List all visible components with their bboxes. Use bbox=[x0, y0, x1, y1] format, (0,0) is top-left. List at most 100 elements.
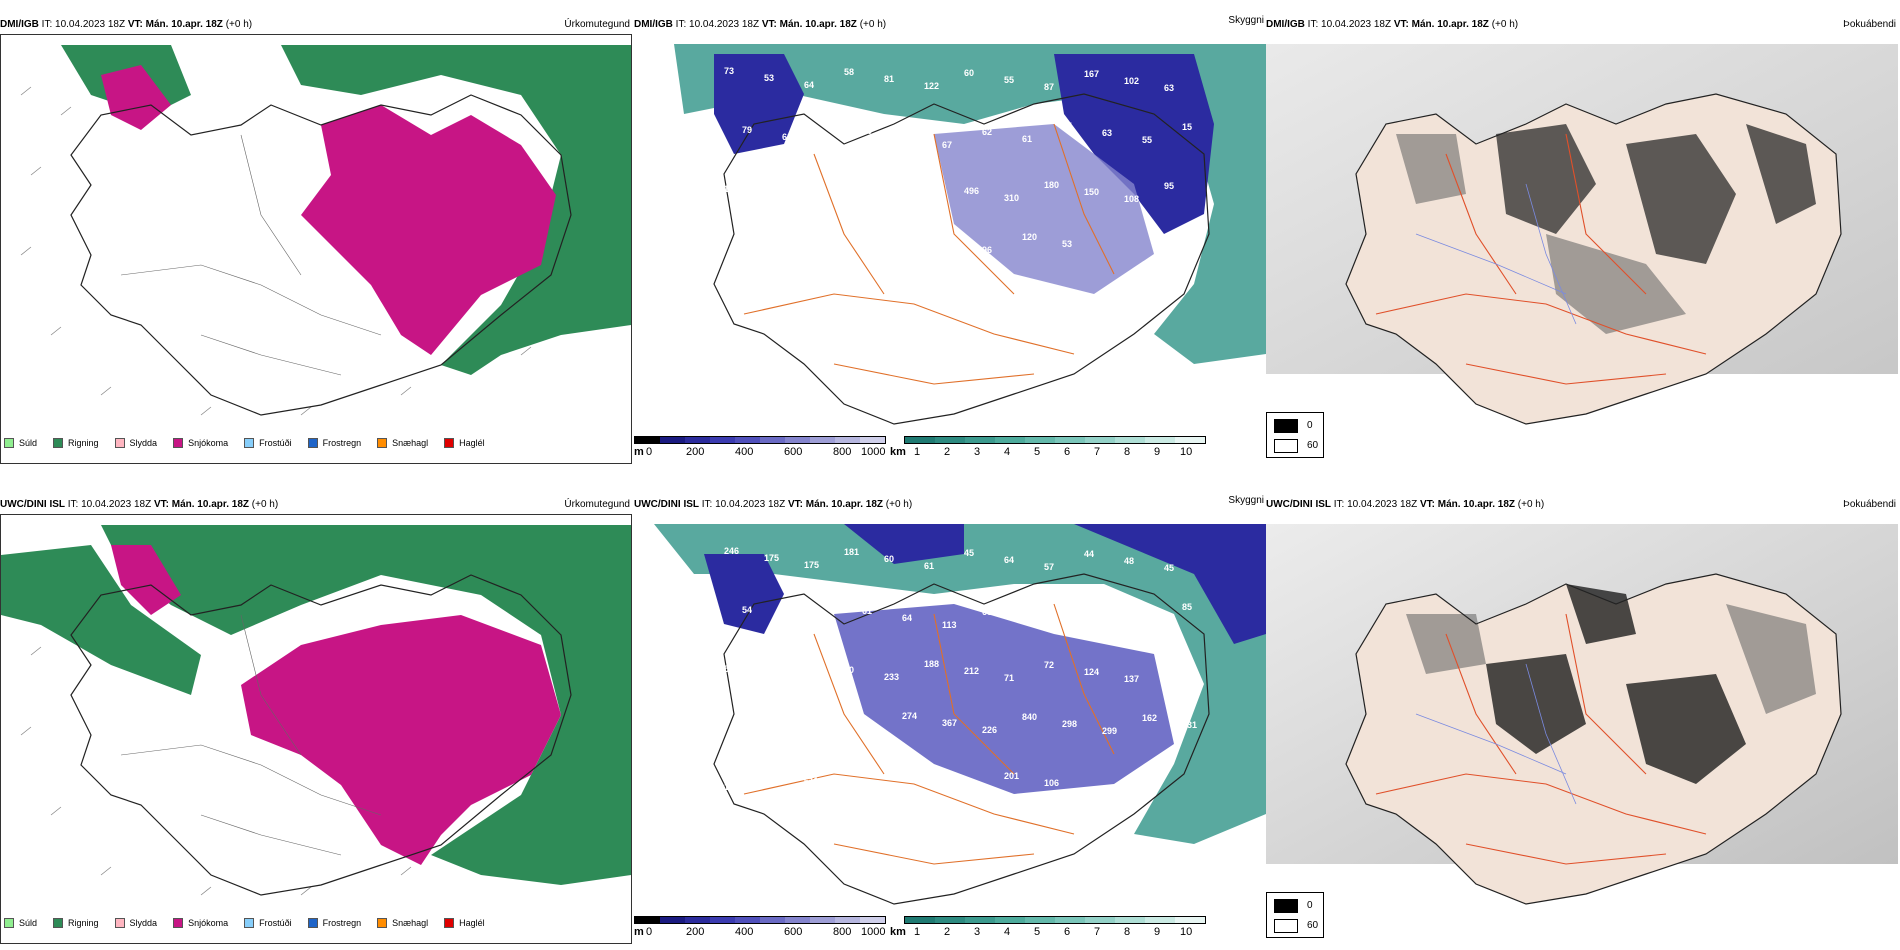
visibility-value-label: 102 bbox=[1124, 76, 1139, 86]
visibility-value-label: 274 bbox=[902, 711, 917, 721]
visibility-value-label: 310 bbox=[1004, 193, 1019, 203]
tick-km-4: 4 bbox=[1004, 446, 1011, 458]
forecast-offset: (+0 h) bbox=[225, 19, 253, 30]
snow-area-nw bbox=[111, 545, 181, 615]
visibility-value-label: 53 bbox=[724, 664, 734, 674]
swatch-sudl bbox=[4, 438, 14, 448]
visibility-value-label: 50 bbox=[902, 133, 912, 143]
visibility-value-label: 50 bbox=[862, 126, 872, 136]
fog-panel-bottom: UWC/DINI ISL IT: 10.04.2023 18Z VT: Mán.… bbox=[1266, 496, 1898, 944]
precip-map-canvas bbox=[1, 35, 631, 463]
legend-label: Rigning bbox=[68, 918, 99, 928]
fog-map[interactable] bbox=[1266, 514, 1898, 914]
it-label: IT: bbox=[675, 19, 687, 30]
colorbar-step bbox=[935, 917, 965, 923]
visibility-value-label: 212 bbox=[964, 666, 979, 676]
visibility-value-label: 520 bbox=[822, 237, 837, 247]
vt-label: VT: bbox=[1393, 19, 1409, 30]
visibility-value-label: 79 bbox=[742, 125, 752, 135]
swatch-rigning bbox=[53, 918, 64, 928]
swatch-snaehagl bbox=[377, 918, 388, 928]
visibility-value-label: 132 bbox=[724, 184, 739, 194]
colorbar-step bbox=[1175, 917, 1205, 923]
swatch-snjokoma bbox=[173, 918, 184, 928]
swatch-haglel bbox=[444, 918, 455, 928]
low-vis-nw bbox=[714, 54, 804, 154]
legend-item-sudl: Súld bbox=[4, 918, 37, 928]
precip-panel-top: DMI/IGB IT: 10.04.2023 18Z VT: Mán. 10.a… bbox=[0, 16, 632, 464]
visibility-value-label: 255 bbox=[1164, 661, 1179, 671]
visibility-value-label: 28 bbox=[804, 178, 814, 188]
visibility-value-label: 162 bbox=[1142, 713, 1157, 723]
visibility-value-label: 55 bbox=[1142, 135, 1152, 145]
iceland-coastline bbox=[713, 573, 1210, 905]
it-value: 10.04.2023 18Z bbox=[1347, 499, 1418, 510]
visibility-colorbar-m: m 0 200 400 600 800 1000 bbox=[634, 436, 886, 464]
visibility-value-label: 64 bbox=[1004, 555, 1014, 565]
visibility-value-label: 53 bbox=[764, 73, 774, 83]
visibility-colorbar-m: m 0 200 400 600 800 1000 bbox=[634, 916, 886, 944]
colorbar-km-strip bbox=[904, 436, 1206, 444]
legend-item-snaehagl: Snæhagl bbox=[377, 918, 428, 928]
legend-label: Frostúði bbox=[259, 438, 292, 448]
tick-m-200: 200 bbox=[686, 446, 705, 458]
legend-item-frostregn: Frostregn bbox=[307, 918, 361, 928]
precip-map[interactable] bbox=[0, 34, 632, 464]
tick-km-5: 5 bbox=[1034, 446, 1041, 458]
colorbar-step bbox=[995, 437, 1025, 443]
tick-m-1000: 1000 bbox=[861, 926, 886, 938]
colorbar-step bbox=[810, 917, 835, 923]
visibility-map[interactable]: 73 53 64 58 81 122 60 55 87 167 102 63 79 61 53 50 50 67 6… bbox=[634, 34, 1266, 434]
forecast-offset: (+0 h) bbox=[1491, 19, 1519, 30]
vt-value: Mán. 10.apr. 18Z bbox=[1411, 19, 1489, 30]
roads bbox=[120, 614, 382, 856]
vt-value: Mán. 10.apr. 18Z bbox=[171, 499, 250, 510]
fog-swatch-dark bbox=[1274, 899, 1298, 913]
swatch-haglel bbox=[444, 438, 455, 448]
colorbar-km-unit: km bbox=[890, 926, 906, 938]
legend-label: Súld bbox=[19, 918, 38, 928]
swatch-slydda bbox=[114, 438, 125, 448]
tick-km-4: 4 bbox=[1004, 926, 1011, 938]
vt-value: Mán. 10.apr. 18Z bbox=[805, 499, 884, 510]
iceland-coastline bbox=[713, 93, 1210, 425]
rivers bbox=[1415, 663, 1577, 805]
tick-km-7: 7 bbox=[1094, 926, 1101, 938]
colorbar-step bbox=[710, 917, 735, 923]
tick-km-9: 9 bbox=[1154, 926, 1161, 938]
fog-map-canvas bbox=[1266, 34, 1898, 434]
visibility-value-label: 175 bbox=[804, 560, 819, 570]
visibility-value-label: 87 bbox=[1044, 82, 1054, 92]
visibility-value-label: 67 bbox=[942, 140, 952, 150]
model-name: UWC/DINI ISL bbox=[634, 499, 699, 510]
visibility-value-label: 60 bbox=[964, 68, 974, 78]
panel-title: Úrkomutegund bbox=[564, 499, 630, 510]
precip-panel-bottom: UWC/DINI ISL IT: 10.04.2023 18Z VT: Mán.… bbox=[0, 496, 632, 944]
colorbar-step bbox=[995, 917, 1025, 923]
colorbar-step bbox=[760, 437, 785, 443]
colorbar-km-strip bbox=[904, 916, 1206, 924]
panel-header: UWC/DINI ISL IT: 10.04.2023 18Z VT: Mán.… bbox=[1266, 496, 1898, 514]
panel-header: UWC/DINI ISL IT: 10.04.2023 18Z VT: Mán.… bbox=[0, 496, 632, 514]
visibility-value-label: 58 bbox=[844, 67, 854, 77]
visibility-value-label: 61 bbox=[924, 561, 934, 571]
legend-item-frostregn: Frostregn bbox=[307, 438, 361, 448]
visibility-map[interactable]: 246 175 175 181 60 61 45 64 57 44 48 45 54 63 69 61 64 11… bbox=[634, 514, 1266, 914]
rivers bbox=[1415, 183, 1577, 325]
panel-header: UWC/DINI ISL IT: 10.04.2023 18Z VT: Mán.… bbox=[634, 495, 1266, 514]
vt-value: Mán. 10.apr. 18Z bbox=[779, 19, 857, 30]
visibility-value-label: 113 bbox=[942, 620, 957, 630]
precip-map[interactable] bbox=[0, 514, 632, 944]
tick-km-1: 1 bbox=[914, 446, 921, 458]
visibility-value-label: 90 bbox=[844, 665, 854, 675]
fog-map[interactable] bbox=[1266, 34, 1898, 434]
tick-m-600: 600 bbox=[784, 446, 803, 458]
roads bbox=[1375, 613, 1707, 865]
visibility-value-label: 106 bbox=[1044, 778, 1059, 788]
swatch-frostudi bbox=[244, 438, 255, 448]
legend-item-snaehagl: Snæhagl bbox=[377, 438, 428, 448]
visibility-value-label: 63 bbox=[1164, 83, 1174, 93]
low-vis-north bbox=[844, 524, 1266, 644]
fog-label-dark: 0 bbox=[1307, 900, 1313, 911]
visibility-value-label: 61 bbox=[782, 132, 792, 142]
